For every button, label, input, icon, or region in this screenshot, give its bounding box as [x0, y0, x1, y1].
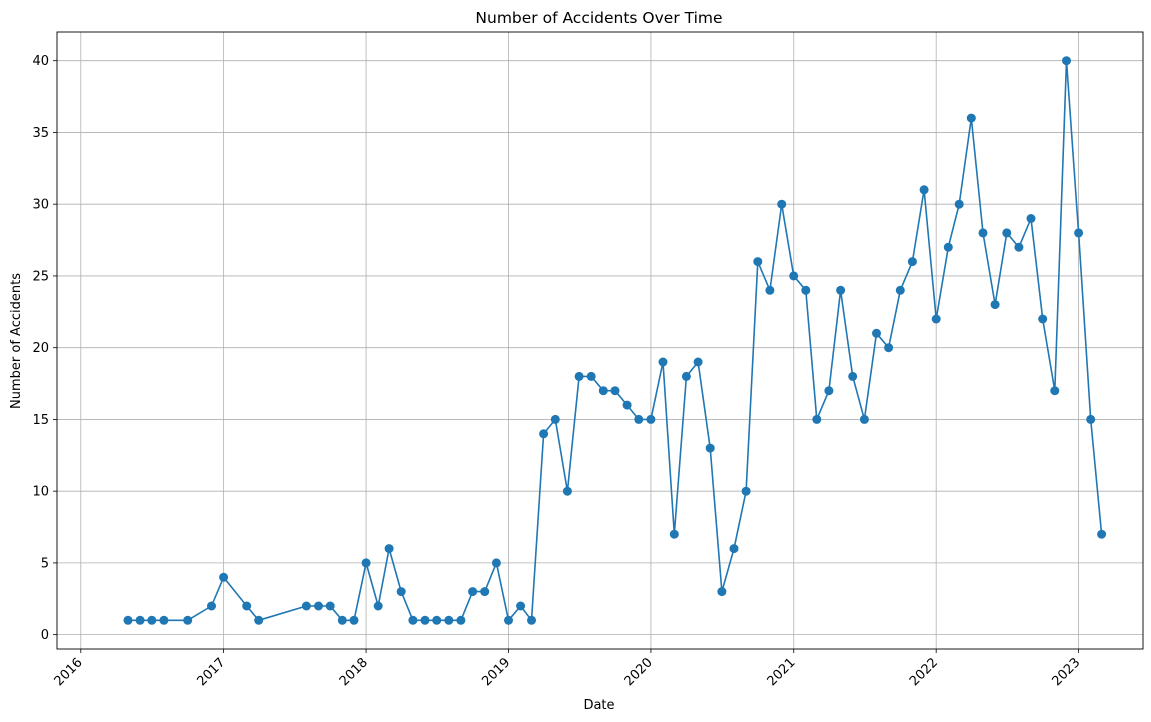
data-point-marker — [884, 343, 894, 353]
data-point-marker — [907, 257, 917, 267]
data-point-marker — [396, 587, 406, 597]
data-point-marker — [361, 558, 371, 568]
data-point-marker — [598, 386, 608, 396]
y-tick-label: 25 — [32, 269, 49, 284]
data-point-marker — [622, 400, 632, 410]
x-axis-title: Date — [583, 698, 614, 713]
data-point-marker — [966, 113, 976, 123]
data-point-marker — [1038, 314, 1048, 324]
data-point-marker — [765, 285, 775, 295]
data-point-marker — [527, 615, 536, 625]
data-point-marker — [777, 199, 787, 209]
data-point-marker — [314, 601, 323, 611]
data-point-marker — [456, 615, 466, 625]
data-point-marker — [931, 314, 941, 324]
data-point-marker — [301, 601, 311, 611]
data-point-marker — [836, 285, 846, 295]
data-point-marker — [1086, 414, 1096, 424]
data-point-marker — [123, 615, 133, 625]
data-point-marker — [741, 486, 751, 496]
data-point-marker — [978, 228, 988, 238]
data-point-marker — [373, 601, 383, 611]
data-point-marker — [646, 414, 656, 424]
data-point-marker — [1050, 386, 1060, 396]
data-point-marker — [219, 572, 229, 582]
data-point-marker — [753, 257, 763, 267]
y-tick-label: 0 — [41, 628, 49, 643]
data-point-marker — [468, 587, 478, 597]
data-point-marker — [789, 271, 799, 281]
y-tick-label: 15 — [32, 413, 49, 428]
data-point-marker — [337, 615, 347, 625]
y-tick-label: 5 — [41, 556, 49, 571]
data-point-marker — [824, 386, 834, 396]
data-point-marker — [705, 443, 715, 453]
data-point-marker — [504, 615, 513, 625]
data-point-marker — [408, 615, 418, 625]
data-point-marker — [848, 371, 858, 381]
y-axis: 0 5 10 15 20 25 30 35 40 — [32, 54, 57, 643]
data-point-marker — [516, 601, 526, 611]
data-series — [123, 56, 1107, 625]
data-point-marker — [147, 615, 157, 625]
data-point-marker — [872, 328, 881, 338]
data-point-marker — [954, 199, 964, 209]
data-point-marker — [990, 300, 1000, 310]
data-point-marker — [159, 615, 169, 625]
data-point-marker — [1002, 228, 1012, 238]
data-point-marker — [444, 615, 454, 625]
data-point-marker — [895, 285, 905, 295]
data-point-marker — [384, 544, 394, 554]
data-point-marker — [254, 615, 264, 625]
data-point-marker — [812, 414, 822, 424]
data-point-marker — [242, 601, 252, 611]
data-point-marker — [1062, 56, 1071, 66]
data-point-marker — [681, 371, 691, 381]
data-point-marker — [693, 357, 703, 367]
data-point-marker — [325, 601, 335, 611]
grid-lines — [57, 32, 1143, 649]
y-tick-label: 35 — [32, 126, 49, 141]
data-point-marker — [1074, 228, 1084, 238]
data-point-marker — [207, 601, 216, 611]
data-point-marker — [550, 414, 560, 424]
data-point-marker — [491, 558, 501, 568]
data-point-marker — [634, 414, 644, 424]
data-point-marker — [1097, 529, 1107, 539]
y-tick-label: 20 — [32, 341, 49, 356]
y-tick-label: 10 — [32, 485, 49, 500]
data-point-marker — [658, 357, 668, 367]
y-tick-label: 40 — [32, 54, 49, 69]
plot-area-frame — [56, 31, 1144, 650]
data-point-marker — [480, 587, 490, 597]
data-point-marker — [717, 587, 727, 597]
data-point-marker — [539, 429, 549, 439]
data-point-marker — [1014, 242, 1024, 252]
data-point-marker — [669, 529, 679, 539]
data-point-marker — [135, 615, 145, 625]
data-point-marker — [1026, 214, 1036, 223]
data-point-marker — [349, 615, 359, 625]
y-tick-label: 30 — [32, 198, 49, 213]
chart-title: Number of Accidents Over Time — [475, 9, 722, 27]
y-axis-title: Number of Accidents — [9, 273, 24, 409]
data-point-marker — [432, 615, 442, 625]
data-point-marker — [574, 371, 584, 381]
data-point-marker — [801, 285, 811, 295]
data-point-marker — [562, 486, 572, 496]
data-point-marker — [729, 544, 739, 554]
data-point-marker — [943, 242, 953, 252]
data-point-marker — [610, 386, 620, 396]
data-point-marker — [183, 615, 193, 625]
data-point-marker — [859, 414, 869, 424]
data-point-marker — [919, 185, 929, 195]
data-point-marker — [420, 615, 430, 625]
data-point-marker — [586, 371, 596, 381]
